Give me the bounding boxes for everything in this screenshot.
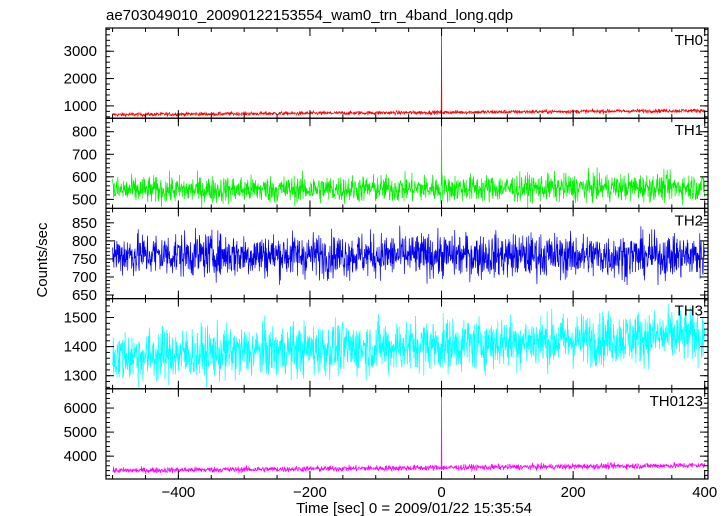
y-tick-label: 850 [72,215,97,232]
y-tick-label: 650 [72,287,97,304]
y-tick-label: 3000 [64,43,97,60]
series-th0 [112,28,706,118]
x-tick-label: −400 [161,484,195,501]
y-tick-label: 1400 [64,339,97,356]
y-tick-label: 5000 [64,424,97,441]
series-th1 [112,118,706,209]
y-tick-label: 1300 [64,368,97,385]
panel-frame [105,27,709,119]
y-tick-label: 1500 [64,310,97,327]
panel-label: TH2 [675,212,703,229]
series-th2 [112,225,706,285]
chart-title: ae703049010_20090122153554_wam0_trn_4ban… [106,7,513,24]
x-axis-label: Time [sec] 0 = 2009/01/22 15:35:54 [296,500,532,516]
panel-th3: 1300 1400 1500 TH3 [64,298,709,390]
series-th3 [112,303,706,389]
y-tick-label: 4000 [64,448,97,465]
panel-label: TH0 [675,32,703,49]
y-tick-label: 6000 [64,400,97,417]
panel-frame [105,388,709,480]
panel-label: TH0123 [650,393,703,410]
y-tick-label: 1000 [64,98,97,115]
y-tick-label: 800 [72,124,97,141]
panel-th0123: 4000 5000 6000 TH0123 [64,388,709,480]
y-tick-label: 800 [72,233,97,250]
y-axis-label: Counts/sec [34,222,51,298]
x-tick-label: 400 [692,484,717,501]
y-tick-label: 500 [72,191,97,208]
y-tick-label: 750 [72,251,97,268]
panel-th0: 1000 2000 3000 TH0 [64,27,709,119]
y-tick-label: 700 [72,146,97,163]
y-tick-label: 700 [72,269,97,286]
x-tick-label: 0 [437,484,445,501]
x-tick-label: 200 [561,484,586,501]
panel-label: TH3 [675,303,703,320]
panel-label: TH1 [675,122,703,139]
y-tick-label: 2000 [64,71,97,88]
x-axis: −400 −200 0 200 400 [161,484,717,501]
panel-th1: 500 600 700 800 TH1 [72,117,709,209]
y-tick-label: 600 [72,169,97,186]
x-tick-label: −200 [293,484,327,501]
series-th0123 [112,388,706,475]
